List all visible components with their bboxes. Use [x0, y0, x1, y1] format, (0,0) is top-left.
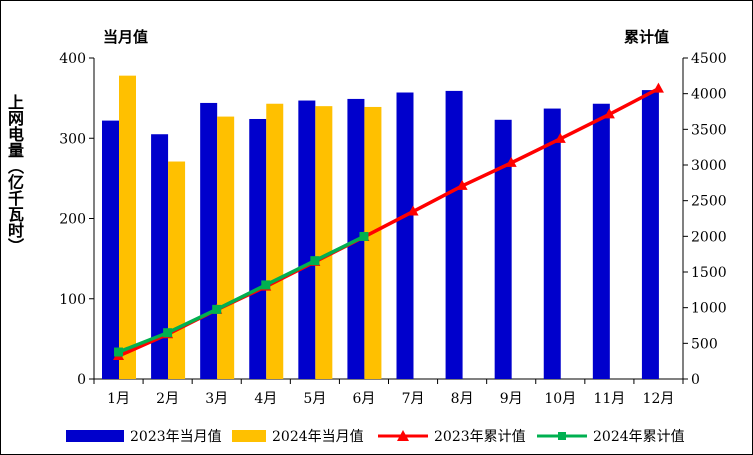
legend-swatch-bar-2023 — [66, 430, 124, 442]
legend-swatch-line-2024 — [537, 432, 587, 440]
line-point — [603, 108, 615, 119]
line-point — [359, 231, 369, 241]
x-tick-label: 5月 — [303, 391, 326, 407]
legend-item-line-2023: 2023年累计值 — [378, 425, 526, 447]
legend-label: 2024年累计值 — [593, 429, 685, 445]
bar — [249, 118, 267, 380]
bar — [315, 106, 333, 380]
bar — [543, 108, 561, 380]
right-tick-label: 3500 — [691, 122, 727, 138]
right-tick-label: 1000 — [691, 301, 727, 317]
left-tick-label: 100 — [59, 292, 86, 308]
x-tick-label: 4月 — [254, 391, 277, 407]
legend-item-bar-2023: 2023年当月值 — [66, 425, 222, 447]
legend: 2023年当月值 2024年当月值 2023年累计值 2024年累计值 — [0, 423, 753, 449]
right-tick-label: 500 — [691, 336, 718, 352]
line-point — [652, 82, 664, 93]
left-tick-label: 300 — [59, 131, 86, 147]
bar — [494, 119, 512, 379]
line-point — [163, 328, 173, 338]
y-axis-label: 上网电量（亿千瓦时） — [5, 94, 24, 254]
bar — [119, 75, 136, 379]
bar — [298, 100, 316, 379]
left-tick-label: 400 — [59, 51, 86, 67]
x-tick-label: 12月 — [643, 391, 675, 407]
right-tick-label: 3000 — [691, 158, 727, 174]
legend-label: 2023年当月值 — [130, 429, 222, 445]
right-axis-title: 累计值 — [624, 28, 670, 46]
line-point — [114, 347, 124, 357]
legend-label: 2024年当月值 — [272, 429, 364, 445]
legend-swatch-bar-2024 — [232, 430, 266, 442]
right-tick-label: 1500 — [691, 265, 727, 281]
line-point — [212, 304, 222, 314]
bar — [102, 120, 119, 379]
x-tick-label: 10月 — [544, 391, 576, 407]
right-tick-label: 4000 — [691, 87, 727, 103]
line-point — [407, 205, 419, 216]
bar — [266, 103, 284, 380]
x-tick-label: 11月 — [593, 391, 625, 407]
left-tick-label: 200 — [59, 212, 86, 228]
right-tick-label: 2000 — [691, 229, 727, 245]
left-tick-label: 0 — [77, 372, 86, 388]
bar — [445, 90, 463, 379]
x-tick-label: 8月 — [451, 391, 474, 407]
right-tick-label: 2500 — [691, 194, 727, 210]
bar — [396, 92, 414, 379]
right-tick-label: 4500 — [691, 51, 727, 67]
legend-label: 2023年累计值 — [434, 429, 526, 445]
legend-item-line-2024: 2024年累计值 — [537, 425, 685, 447]
bar — [200, 102, 218, 379]
bar — [217, 116, 235, 380]
right-tick-label: 0 — [691, 372, 700, 388]
x-tick-label: 1月 — [107, 391, 130, 407]
legend-swatch-line-2023 — [378, 430, 428, 441]
bar — [641, 90, 659, 379]
line-point — [554, 132, 566, 143]
x-tick-label: 7月 — [402, 391, 425, 407]
x-tick-label: 6月 — [352, 391, 375, 407]
bar — [592, 103, 610, 380]
x-tick-label: 2月 — [156, 391, 179, 407]
bar — [364, 106, 382, 379]
series-line — [117, 234, 365, 354]
line-point — [456, 179, 468, 190]
line-point — [505, 156, 517, 167]
line-point — [310, 256, 320, 266]
bar — [151, 134, 169, 379]
x-tick-label: 9月 — [500, 391, 523, 407]
x-tick-label: 3月 — [205, 391, 228, 407]
line-point — [261, 280, 271, 290]
left-axis-title: 当月值 — [103, 28, 149, 46]
bar — [168, 161, 186, 379]
legend-item-bar-2024: 2024年当月值 — [232, 425, 364, 447]
